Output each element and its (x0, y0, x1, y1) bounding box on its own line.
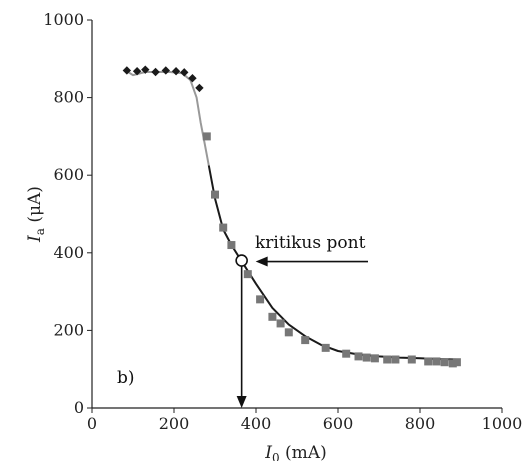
data-point-square (391, 355, 400, 364)
y-tick-label: 200 (53, 320, 84, 339)
ticks: 0 200 400 600 800 1000 0 200 400 600 800 1000 (43, 10, 522, 433)
data-point-diamond (161, 66, 170, 75)
data-point-square (440, 358, 449, 367)
y-tick-label: 600 (53, 165, 84, 184)
data-points (122, 65, 461, 368)
data-point-square (448, 359, 457, 368)
data-point-square (301, 336, 310, 345)
data-point-square (452, 358, 461, 367)
x-tick-label: 200 (159, 414, 190, 433)
y-tick-label: 1000 (43, 10, 84, 29)
data-point-square (256, 295, 265, 304)
data-point-square (370, 354, 379, 363)
data-point-square (432, 357, 441, 366)
data-point-square (211, 190, 219, 199)
data-point-diamond (132, 67, 142, 76)
data-point-square (362, 353, 371, 362)
data-point-square (321, 343, 330, 352)
data-point-square (354, 352, 363, 361)
data-point-diamond (195, 83, 204, 93)
y-axis-title: Ia (μA) (25, 186, 47, 243)
data-point-square (276, 319, 285, 328)
arrow-left-icon (255, 256, 268, 267)
data-point-diamond (171, 67, 181, 76)
fit-curve (126, 70, 457, 361)
data-point-square (227, 241, 236, 250)
x-axis-title: I0 (mA) (264, 443, 326, 461)
data-point-square (243, 270, 252, 279)
data-point-diamond (188, 74, 197, 83)
x-tick-label: 600 (323, 414, 354, 433)
data-point-diamond (180, 68, 189, 77)
critical-point-annotation: kritikus pont (235, 233, 368, 408)
data-point-diamond (151, 67, 160, 77)
data-point-square (383, 355, 392, 364)
data-point-square (342, 349, 351, 358)
data-point-diamond (141, 65, 150, 74)
panel-label: b) (117, 368, 135, 388)
critical-point-label: kritikus pont (255, 233, 366, 253)
data-point-square (202, 132, 211, 141)
x-tick-label: 0 (87, 414, 97, 433)
y-tick-label: 400 (53, 243, 84, 262)
data-point-square (268, 312, 277, 321)
data-point-square (219, 223, 228, 232)
y-tick-label: 800 (53, 88, 84, 107)
data-point-square (407, 355, 416, 364)
y-tick-label: 0 (74, 398, 84, 417)
x-tick-label: 400 (241, 414, 272, 433)
x-tick-label: 800 (405, 414, 436, 433)
x-tick-label: 1000 (482, 414, 523, 433)
axes (91, 20, 502, 409)
arrow-down-icon (236, 396, 247, 408)
fit-curve-segment-1 (126, 70, 210, 166)
critical-point-marker (235, 254, 248, 267)
data-point-square (424, 357, 433, 366)
data-point-square (284, 328, 293, 337)
data-point-diamond (122, 66, 132, 75)
